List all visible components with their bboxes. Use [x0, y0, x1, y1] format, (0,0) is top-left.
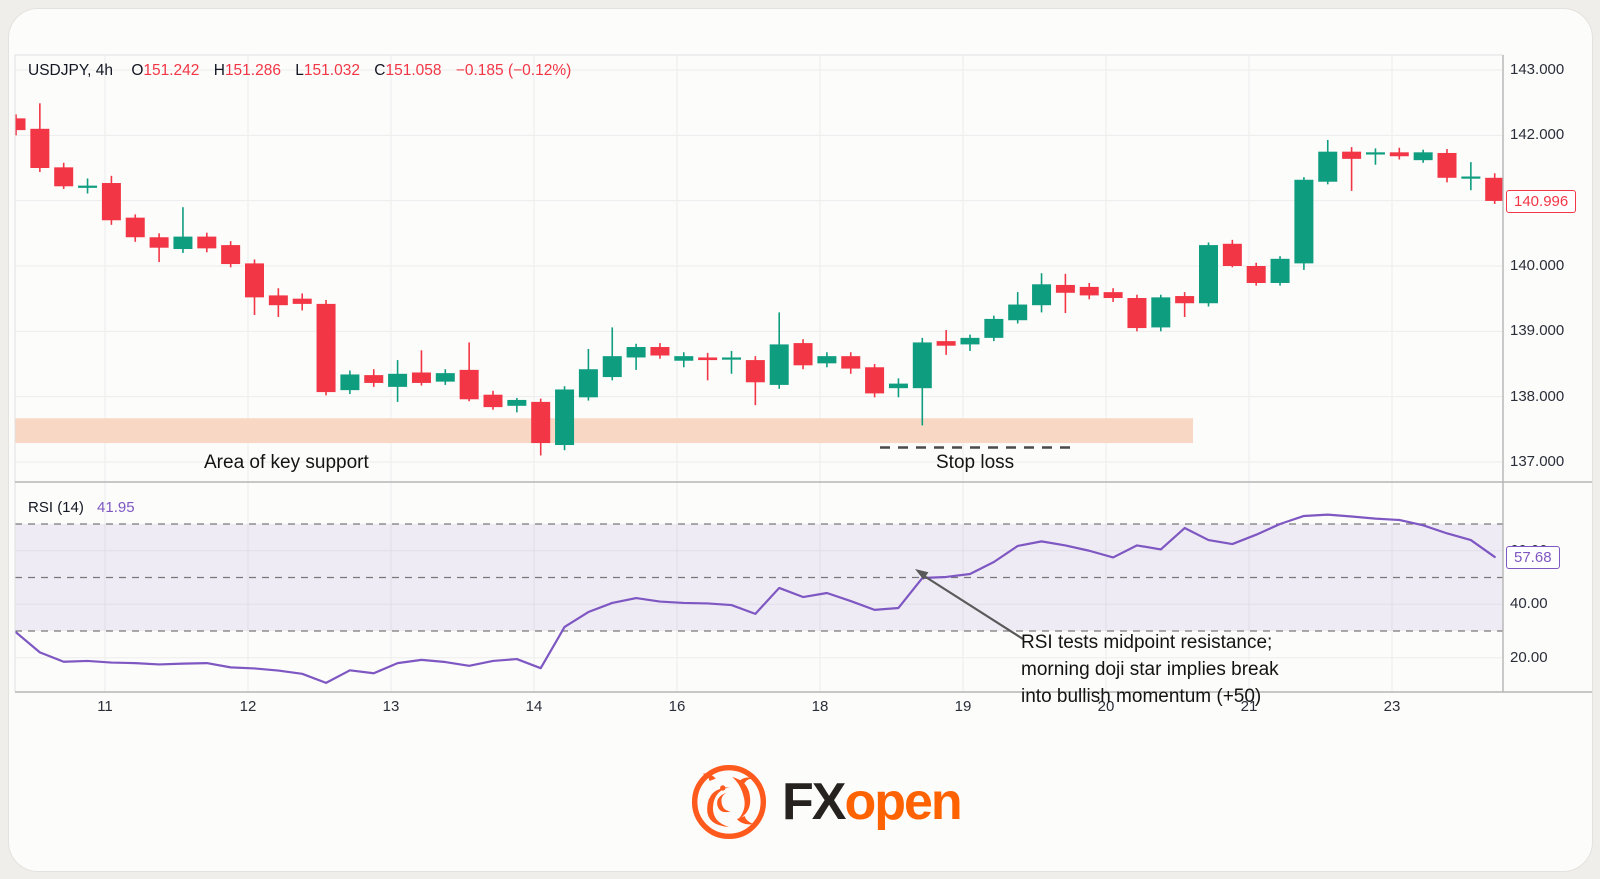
candle-body [626, 347, 646, 358]
candle-body [865, 367, 885, 394]
logo-open: open [844, 773, 962, 831]
candle-body [1103, 292, 1123, 299]
candle-body [316, 303, 336, 393]
annotation-arrow-head [915, 569, 929, 580]
rsi-line [15, 513, 1496, 684]
candle-body [411, 372, 431, 383]
candle-body [459, 369, 479, 400]
candle-body [507, 399, 527, 406]
candle-body [722, 357, 741, 360]
candle-body [15, 118, 26, 131]
candle-body [650, 347, 670, 356]
candle-body [984, 318, 1004, 338]
candle-body [435, 373, 455, 382]
annotation-arrow-line [920, 573, 1024, 640]
candle-body [268, 295, 288, 306]
candle-body [1222, 243, 1242, 266]
candle-body [197, 236, 217, 249]
candle-body [698, 357, 718, 361]
candle-body [125, 217, 145, 238]
candle-body [1151, 297, 1171, 328]
candle-body [1127, 298, 1147, 329]
candle-body [674, 356, 694, 361]
candle-body [1008, 304, 1028, 321]
candle-body [1032, 284, 1052, 306]
candle-body [602, 356, 622, 378]
candle-body [769, 344, 789, 385]
candle-body [817, 356, 837, 364]
candle-body [340, 374, 360, 391]
candle-body [1461, 176, 1481, 179]
candle-body [841, 356, 861, 369]
candle-body [1485, 177, 1503, 201]
plot-group [15, 103, 1503, 684]
candle-body [1413, 152, 1433, 161]
candle-body [793, 343, 813, 366]
fxopen-logo-icon [691, 764, 767, 840]
candle-body [173, 236, 193, 250]
candle-body [912, 342, 932, 389]
candle-body [1365, 152, 1385, 155]
candle-body [483, 394, 503, 408]
candle-body [1175, 296, 1195, 304]
support-zone-band [15, 418, 1193, 444]
candle-body [30, 128, 50, 168]
candle-body [1199, 245, 1218, 304]
candle-body [245, 263, 264, 298]
candle-body [1342, 151, 1362, 159]
candle-body [888, 383, 908, 389]
candle-body [1318, 151, 1338, 182]
candle-body [1294, 179, 1314, 264]
fxopen-logo-text: FXopen [782, 762, 963, 842]
candle-body [1055, 284, 1075, 293]
candle-body [78, 185, 98, 188]
candle-body [221, 245, 241, 265]
candle-body [936, 341, 956, 346]
candle-body [1079, 286, 1099, 296]
candle-body [555, 389, 575, 446]
candle-body [292, 298, 312, 304]
candle-body [1270, 258, 1290, 283]
candle-body [960, 337, 980, 345]
candle-body [578, 369, 598, 398]
candle-body [1437, 152, 1457, 178]
logo-fx: FX [782, 773, 846, 831]
candle-body [54, 167, 74, 187]
candle-body [531, 401, 551, 444]
candle-body [745, 360, 765, 383]
candle-body [101, 183, 121, 221]
fxopen-logo: FXopen [690, 762, 963, 842]
candle-body [388, 373, 408, 387]
candle-body [149, 237, 169, 248]
candle-body [1246, 265, 1266, 283]
candle-body [364, 375, 384, 383]
candle-body [1389, 152, 1409, 157]
